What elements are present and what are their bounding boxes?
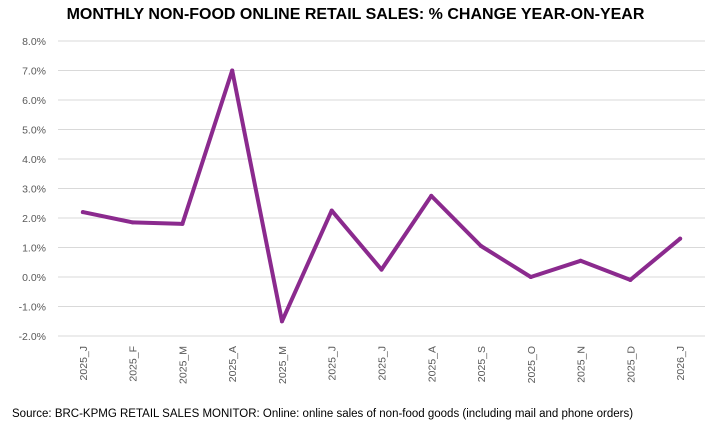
data-point — [80, 210, 85, 215]
x-axis-ticks: 2025_J 2025_F 2025_M 2025_A 2025_M 2025_J 2025… — [78, 346, 687, 384]
data-point — [479, 244, 484, 249]
data-point — [429, 193, 434, 198]
y-tick-label: 1.0% — [22, 243, 46, 255]
source-note: Source: BRC-KPMG RETAIL SALES MONITOR: O… — [12, 408, 634, 420]
series-line — [80, 68, 683, 324]
y-axis-ticks: -2.0% -1.0% 0.0% 1.0% 2.0% 3.0% 4.0% 5.0% 6.0% 7.… — [19, 36, 46, 343]
data-point — [230, 68, 235, 73]
x-tick-label: 2025_A — [227, 346, 239, 382]
data-point — [578, 258, 583, 263]
x-tick-label: 2025_S — [476, 346, 488, 382]
data-point — [329, 208, 334, 213]
x-tick-label: 2025_F — [128, 346, 140, 382]
y-tick-label: 8.0% — [22, 36, 46, 48]
data-point — [678, 236, 683, 241]
x-tick-label: 2025_A — [426, 346, 438, 382]
data-point — [180, 221, 185, 226]
x-tick-label: 2025_J — [327, 346, 339, 380]
x-tick-label: 2025_N — [576, 346, 588, 383]
data-point — [130, 220, 135, 225]
chart-title: MONTHLY NON-FOOD ONLINE RETAIL SALES: % … — [66, 6, 645, 23]
series-group — [80, 68, 683, 324]
data-point — [628, 277, 633, 282]
y-tick-label: 6.0% — [22, 95, 46, 107]
y-tick-label: 2.0% — [22, 213, 46, 225]
y-tick-label: 3.0% — [22, 184, 46, 196]
data-point — [279, 319, 284, 324]
y-tick-label: -1.0% — [19, 302, 46, 314]
y-tick-label: 0.0% — [22, 272, 46, 284]
y-tick-label: 7.0% — [22, 66, 46, 78]
line-chart: -2.0% -1.0% 0.0% 1.0% 2.0% 3.0% 4.0% 5.0% 6.0% 7.… — [19, 36, 705, 384]
x-tick-label: 2025_O — [526, 346, 538, 383]
x-tick-label: 2025_M — [177, 346, 189, 384]
y-tick-label: -2.0% — [19, 331, 46, 343]
x-tick-label: 2026_J — [675, 346, 687, 380]
y-tick-label: 4.0% — [22, 154, 46, 166]
data-point — [528, 275, 533, 279]
x-tick-label: 2025_M — [277, 346, 289, 384]
x-tick-label: 2025_J — [78, 346, 90, 380]
data-point — [379, 267, 384, 272]
y-tick-label: 5.0% — [22, 125, 46, 137]
x-tick-label: 2025_D — [625, 346, 637, 383]
x-tick-label: 2025_J — [377, 346, 389, 380]
gridlines — [58, 40, 705, 337]
